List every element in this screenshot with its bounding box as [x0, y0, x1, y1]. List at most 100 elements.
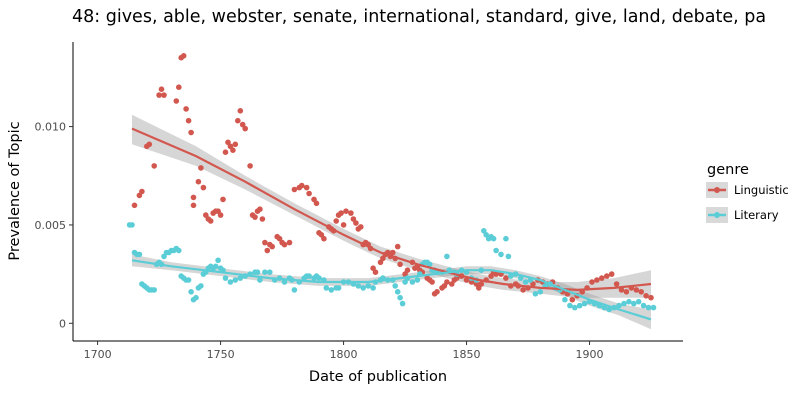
legend-point-linguistic — [714, 187, 720, 193]
linguistic-data-point — [394, 243, 401, 250]
literary-data-point — [426, 261, 433, 268]
linguistic-data-point — [569, 296, 576, 303]
linguistic-data-point — [449, 281, 455, 287]
linguistic-data-point — [146, 141, 153, 148]
linguistic-data-point — [623, 289, 630, 295]
literary-data-point — [572, 304, 578, 311]
literary-data-point — [576, 302, 583, 309]
literary-data-point — [631, 300, 637, 307]
literary-data-point — [645, 304, 652, 311]
linguistic-data-point — [291, 186, 298, 193]
literary-data-point — [222, 275, 229, 281]
linguistic-data-point — [434, 289, 440, 295]
linguistic-data-point — [299, 182, 305, 189]
x-tick-label: 1900 — [576, 348, 604, 361]
literary-data-point — [397, 294, 403, 301]
linguistic-data-point — [158, 86, 165, 92]
literary-data-point — [370, 285, 376, 291]
linguistic-data-point — [348, 210, 354, 216]
literary-data-point — [291, 287, 298, 293]
literary-data-point — [640, 302, 647, 309]
literary-data-point — [508, 273, 514, 279]
linguistic-data-point — [530, 281, 536, 287]
linguistic-data-point — [200, 184, 207, 191]
legend-label-linguistic: Linguistic — [734, 183, 789, 197]
literary-data-point — [409, 279, 416, 285]
y-tick-label: 0.010 — [35, 121, 67, 134]
literary-data-point — [193, 294, 199, 301]
literary-data-point — [237, 275, 244, 281]
linguistic-data-point — [269, 243, 276, 250]
literary-data-point — [215, 257, 221, 264]
literary-data-point — [212, 263, 219, 270]
literary-data-point — [537, 289, 544, 295]
linguistic-data-point — [333, 218, 340, 224]
linguistic-data-point — [180, 53, 187, 59]
y-axis-label: Prevalence of Topic — [7, 121, 23, 260]
literary-data-point — [360, 285, 367, 291]
literary-data-point — [232, 277, 239, 283]
linguistic-data-point — [183, 106, 189, 112]
literary-data-point — [650, 304, 657, 311]
literary-data-point — [490, 235, 497, 242]
y-tick-label: 0 — [59, 317, 66, 330]
linguistic-data-point — [190, 202, 197, 209]
literary-data-point — [621, 300, 627, 307]
linguistic-data-point — [217, 212, 224, 218]
literary-data-point — [365, 283, 372, 289]
literary-data-point — [316, 275, 322, 281]
linguistic-data-point — [176, 84, 182, 90]
linguistic-data-point — [468, 279, 475, 285]
data-points — [126, 53, 657, 313]
y-axis-ticks: 0 0.005 0.010 — [35, 121, 73, 330]
literary-data-point — [227, 279, 234, 285]
linguistic-data-point — [237, 108, 244, 114]
x-tick-label: 1800 — [330, 348, 358, 361]
linguistic-data-point — [262, 239, 268, 246]
linguistic-data-point — [259, 216, 266, 222]
linguistic-data-point — [594, 277, 600, 283]
linguistic-data-point — [239, 121, 246, 128]
linguistic-data-point — [161, 92, 167, 98]
linguistic-data-point — [139, 188, 145, 195]
linguistic-data-point — [247, 163, 253, 169]
linguistic-data-point — [207, 218, 214, 224]
chart-title: 48: gives, able, webster, senate, intern… — [72, 7, 766, 27]
literary-data-point — [257, 277, 263, 283]
literary-data-point — [493, 247, 499, 254]
literary-data-point — [328, 287, 335, 293]
linguistic-data-point — [358, 224, 364, 230]
confidence-bands — [132, 114, 651, 330]
linguistic-data-point — [350, 216, 357, 222]
linguistic-data-point — [613, 281, 620, 287]
literary-data-point — [392, 283, 399, 289]
literary-data-point — [136, 251, 143, 258]
literary-data-point — [567, 302, 573, 309]
linguistic-data-point — [195, 178, 202, 185]
linguistic-data-point — [390, 249, 396, 256]
literary-data-point — [188, 289, 194, 295]
literary-data-point — [262, 269, 268, 276]
x-tick-label: 1700 — [84, 348, 112, 361]
linguistic-data-point — [235, 117, 241, 124]
linguistic-data-point — [353, 220, 359, 226]
literary-confidence-band — [132, 254, 651, 330]
linguistic-data-point — [230, 147, 236, 153]
literary-data-point — [562, 296, 568, 303]
literary-data-point — [306, 273, 312, 279]
linguistic-data-point — [151, 163, 157, 169]
linguistic-data-point — [156, 92, 162, 98]
linguistic-data-point — [397, 261, 403, 268]
legend-point-literary — [714, 212, 720, 218]
linguistic-data-point — [188, 129, 194, 136]
linguistic-data-point — [185, 117, 192, 124]
linguistic-data-point — [252, 214, 258, 220]
literary-data-point — [635, 298, 642, 305]
literary-trend-line — [131, 259, 652, 321]
x-tick-label: 1750 — [207, 348, 235, 361]
literary-data-point — [129, 222, 135, 228]
linguistic-data-point — [444, 279, 450, 285]
linguistic-data-point — [190, 194, 197, 201]
linguistic-data-point — [286, 239, 293, 246]
linguistic-data-point — [478, 281, 485, 287]
